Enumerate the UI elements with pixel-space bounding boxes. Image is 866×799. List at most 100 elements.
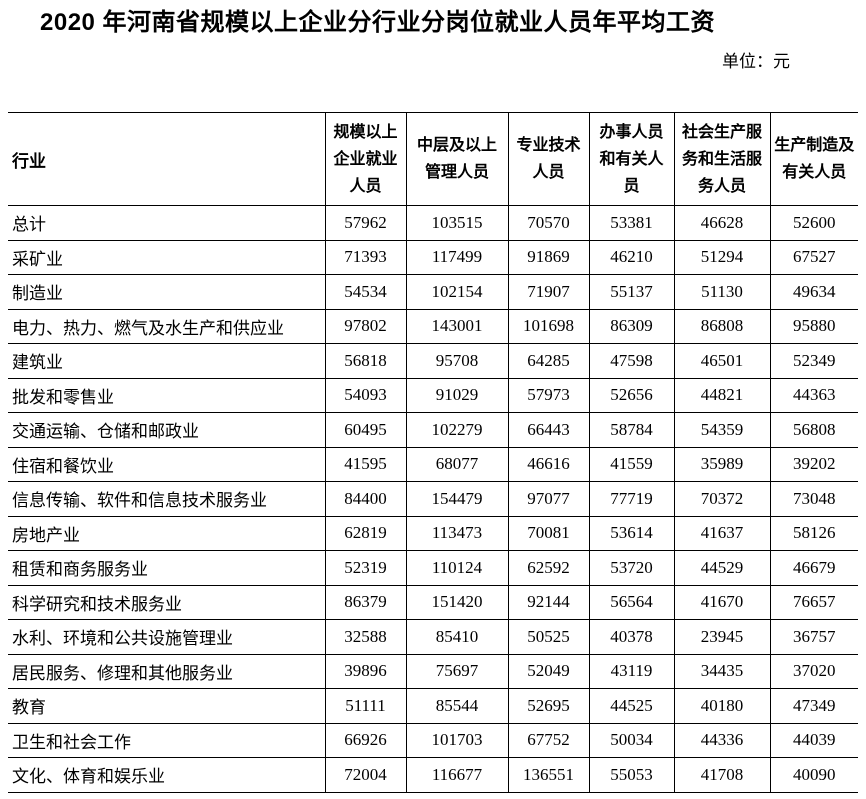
value-cell: 39896 bbox=[324, 653, 406, 689]
value-cell: 46501 bbox=[673, 343, 770, 379]
value-cell: 41595 bbox=[324, 446, 406, 482]
value-cell: 41559 bbox=[588, 446, 674, 482]
value-cell: 154479 bbox=[405, 481, 508, 517]
value-cell: 86309 bbox=[588, 308, 674, 344]
value-cell: 44363 bbox=[769, 377, 858, 413]
table-row: 建筑业 56818 95708 64285 47598 46501 52349 bbox=[8, 343, 858, 379]
value-cell: 66926 bbox=[324, 722, 406, 758]
value-cell: 72004 bbox=[324, 757, 406, 793]
value-cell: 52695 bbox=[507, 688, 589, 724]
value-cell: 95880 bbox=[769, 308, 858, 344]
value-cell: 56808 bbox=[769, 412, 858, 448]
value-cell: 101703 bbox=[405, 722, 508, 758]
value-cell: 86379 bbox=[324, 584, 406, 620]
value-cell: 57973 bbox=[507, 377, 589, 413]
industry-cell: 采矿业 bbox=[8, 239, 325, 275]
value-cell: 32588 bbox=[324, 619, 406, 655]
value-cell: 41637 bbox=[673, 515, 770, 551]
value-cell: 44525 bbox=[588, 688, 674, 724]
column-header-industry: 行业 bbox=[8, 112, 325, 206]
table-row: 水利、环境和公共设施管理业 32588 85410 50525 40378 23945 36… bbox=[8, 619, 858, 655]
value-cell: 41708 bbox=[673, 757, 770, 793]
value-cell: 54534 bbox=[324, 274, 406, 310]
column-header: 中层及以上 管理人员 bbox=[405, 112, 508, 206]
value-cell: 143001 bbox=[405, 308, 508, 344]
value-cell: 52600 bbox=[769, 205, 858, 241]
table-row: 批发和零售业 54093 91029 57973 52656 44821 44363 bbox=[8, 377, 858, 413]
value-cell: 110124 bbox=[405, 550, 508, 586]
value-cell: 91869 bbox=[507, 239, 589, 275]
industry-cell: 总计 bbox=[8, 205, 325, 241]
value-cell: 62819 bbox=[324, 515, 406, 551]
industry-cell: 卫生和社会工作 bbox=[8, 722, 325, 758]
industry-cell: 建筑业 bbox=[8, 343, 325, 379]
table-row: 住宿和餐饮业 41595 68077 46616 41559 35989 39202 bbox=[8, 446, 858, 482]
value-cell: 75697 bbox=[405, 653, 508, 689]
table-row: 总计 57962 103515 70570 53381 46628 52600 bbox=[8, 205, 858, 241]
value-cell: 46616 bbox=[507, 446, 589, 482]
value-cell: 77719 bbox=[588, 481, 674, 517]
value-cell: 95708 bbox=[405, 343, 508, 379]
table-header: 行业 规模以上 企业就业 人员 中层及以上 管理人员 专业技术 人员 办事人员 和有关… bbox=[8, 112, 858, 206]
table-row: 居民服务、修理和其他服务业 39896 75697 52049 43119 34435 37… bbox=[8, 653, 858, 689]
value-cell: 71907 bbox=[507, 274, 589, 310]
value-cell: 49634 bbox=[769, 274, 858, 310]
industry-cell: 科学研究和技术服务业 bbox=[8, 584, 325, 620]
value-cell: 44529 bbox=[673, 550, 770, 586]
column-header: 社会生产服 务和生活服 务人员 bbox=[673, 112, 770, 206]
value-cell: 55053 bbox=[588, 757, 674, 793]
value-cell: 51130 bbox=[673, 274, 770, 310]
value-cell: 37020 bbox=[769, 653, 858, 689]
value-cell: 85544 bbox=[405, 688, 508, 724]
value-cell: 70570 bbox=[507, 205, 589, 241]
value-cell: 54093 bbox=[324, 377, 406, 413]
column-header: 办事人员 和有关人 员 bbox=[588, 112, 674, 206]
value-cell: 103515 bbox=[405, 205, 508, 241]
unit-note: 单位：元 bbox=[722, 52, 790, 71]
table-row: 科学研究和技术服务业 86379 151420 92144 56564 41670 7665… bbox=[8, 584, 858, 620]
value-cell: 52349 bbox=[769, 343, 858, 379]
value-cell: 46210 bbox=[588, 239, 674, 275]
value-cell: 53614 bbox=[588, 515, 674, 551]
value-cell: 52656 bbox=[588, 377, 674, 413]
value-cell: 117499 bbox=[405, 239, 508, 275]
table-row: 制造业 54534 102154 71907 55137 51130 49634 bbox=[8, 274, 858, 310]
table-header-row: 行业 规模以上 企业就业 人员 中层及以上 管理人员 专业技术 人员 办事人员 和有关… bbox=[8, 112, 858, 206]
value-cell: 102279 bbox=[405, 412, 508, 448]
value-cell: 47598 bbox=[588, 343, 674, 379]
industry-cell: 水利、环境和公共设施管理业 bbox=[8, 619, 325, 655]
value-cell: 50525 bbox=[507, 619, 589, 655]
value-cell: 56564 bbox=[588, 584, 674, 620]
value-cell: 44039 bbox=[769, 722, 858, 758]
wage-table: 行业 规模以上 企业就业 人员 中层及以上 管理人员 专业技术 人员 办事人员 和有关… bbox=[8, 112, 858, 793]
value-cell: 70081 bbox=[507, 515, 589, 551]
industry-cell: 交通运输、仓储和邮政业 bbox=[8, 412, 325, 448]
value-cell: 40090 bbox=[769, 757, 858, 793]
value-cell: 39202 bbox=[769, 446, 858, 482]
industry-cell: 批发和零售业 bbox=[8, 377, 325, 413]
industry-cell: 教育 bbox=[8, 688, 325, 724]
value-cell: 35989 bbox=[673, 446, 770, 482]
value-cell: 52049 bbox=[507, 653, 589, 689]
value-cell: 53720 bbox=[588, 550, 674, 586]
table-row: 信息传输、软件和信息技术服务业 84400 154479 97077 77719 7037… bbox=[8, 481, 858, 517]
industry-cell: 租赁和商务服务业 bbox=[8, 550, 325, 586]
value-cell: 60495 bbox=[324, 412, 406, 448]
value-cell: 51294 bbox=[673, 239, 770, 275]
table-row: 租赁和商务服务业 52319 110124 62592 53720 44529 46679 bbox=[8, 550, 858, 586]
value-cell: 67527 bbox=[769, 239, 858, 275]
value-cell: 116677 bbox=[405, 757, 508, 793]
page-title: 2020 年河南省规模以上企业分行业分岗位就业人员年平均工资 bbox=[40, 9, 716, 36]
value-cell: 101698 bbox=[507, 308, 589, 344]
industry-cell: 房地产业 bbox=[8, 515, 325, 551]
value-cell: 56818 bbox=[324, 343, 406, 379]
table-row: 卫生和社会工作 66926 101703 67752 50034 44336 44039 bbox=[8, 722, 858, 758]
value-cell: 86808 bbox=[673, 308, 770, 344]
table-row: 房地产业 62819 113473 70081 53614 41637 58126 bbox=[8, 515, 858, 551]
value-cell: 23945 bbox=[673, 619, 770, 655]
value-cell: 47349 bbox=[769, 688, 858, 724]
value-cell: 113473 bbox=[405, 515, 508, 551]
value-cell: 62592 bbox=[507, 550, 589, 586]
value-cell: 41670 bbox=[673, 584, 770, 620]
